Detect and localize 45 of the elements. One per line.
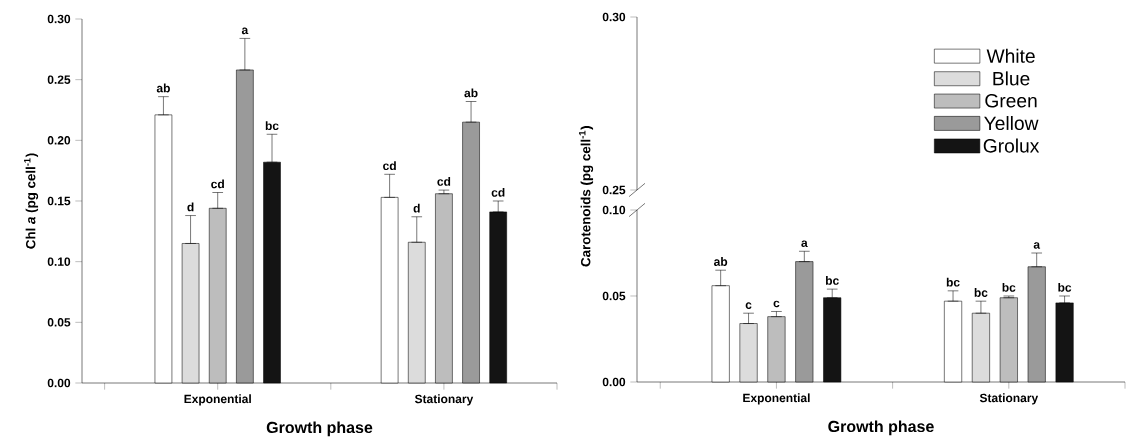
data-label: d [187,202,194,212]
y-tick-label: 0.00 [602,377,626,387]
y-tick-label: 0.10 [47,257,71,266]
data-label: cd [383,161,396,171]
data-label: bc [826,276,839,285]
data-label: a [1033,242,1041,249]
data-label: a [801,240,808,248]
y-tick-label: 0.10 [602,205,626,215]
legend-label: Blue [993,71,1030,86]
y-tick-label: 0.25 [602,185,626,195]
data-label: c [745,302,752,309]
data-label: bc [265,121,279,131]
y-tick-label: 0.05 [602,291,626,301]
data-label: cd [491,187,505,197]
data-label: bc [946,277,960,287]
x-tick-label: Stationary [414,394,474,406]
x-tick-label: Stationary [979,393,1039,405]
data-label: ab [464,88,478,98]
y-tick-label: 0.30 [47,14,71,24]
data-label: a [241,27,249,35]
legend-label: Yellow [984,116,1039,131]
legend-label: Green [985,93,1037,108]
y-tick-label: 0.15 [47,196,71,206]
y-tick-label: 0.30 [602,12,626,22]
legend-label: Grolux [983,138,1040,153]
data-label: cd [437,177,451,186]
data-label: cd [211,179,224,189]
y-tick-label: 0.00 [47,378,71,388]
y-tick-label: 0.25 [47,75,71,84]
data-label: ab [714,257,728,266]
data-label: d [413,203,420,213]
y-axis-title: Carotenoids (pg cell$^{-1}$) [579,126,594,267]
data-label: bc [1002,282,1016,292]
y-tick-label: 0.20 [47,136,71,145]
x-axis-title: Growth phase [828,420,934,436]
y-tick-label: 0.05 [47,318,71,327]
data-label: bc [974,288,988,297]
data-label: c [773,300,780,308]
x-axis-title: Growth phase [266,421,373,437]
legend-label: White [986,48,1035,63]
x-tick-label: Exponential [184,394,251,406]
data-label: bc [1058,282,1072,292]
data-label: ab [156,83,170,93]
y-axis-title: Chl a (pg cell$^{-1}$) [24,153,39,249]
x-tick-label: Exponential [743,393,810,405]
